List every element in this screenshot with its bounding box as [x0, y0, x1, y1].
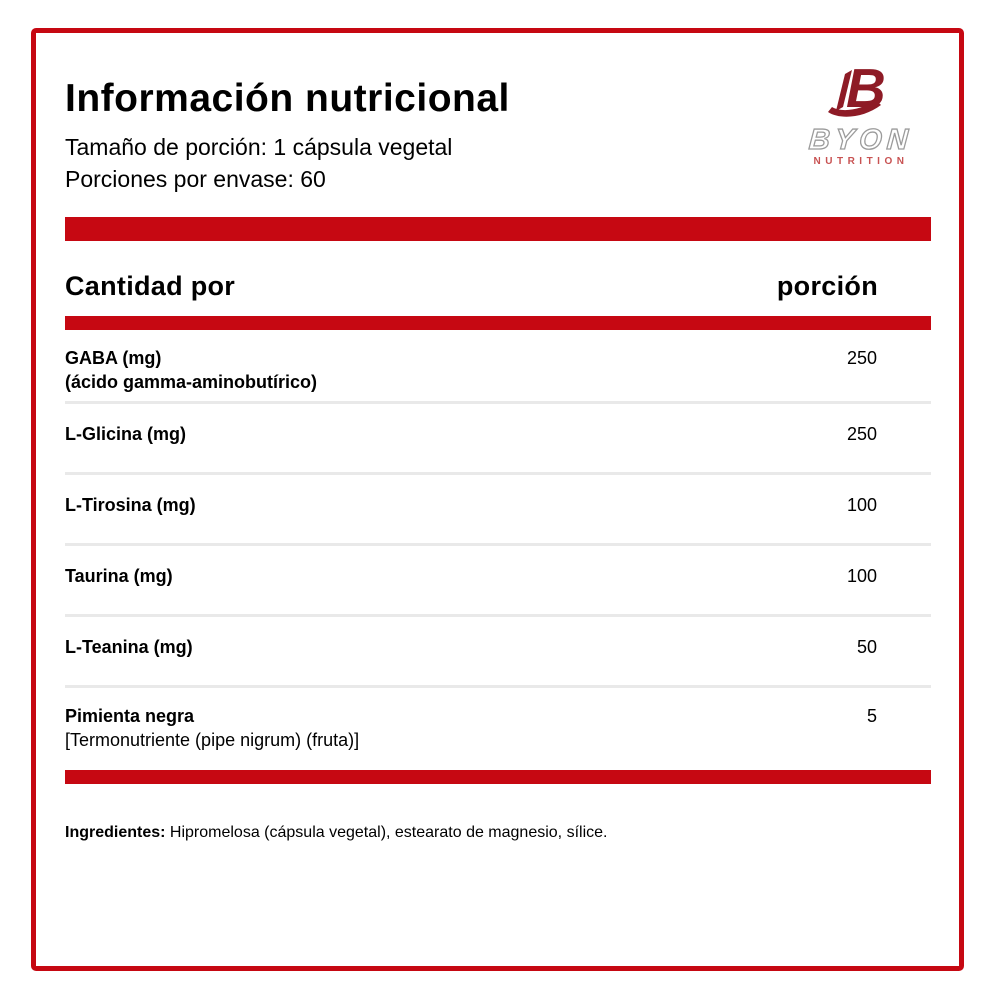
- amount-header-row: Cantidad por porción: [65, 269, 931, 303]
- table-row: L-Glicina (mg) 250: [65, 404, 931, 475]
- amount-header-left: Cantidad por: [65, 271, 236, 301]
- red-bar-middle: [65, 316, 931, 330]
- label-header: Información nutricional Tamaño de porció…: [65, 61, 931, 195]
- byon-logo: B BYON NUTRITION: [791, 61, 931, 168]
- red-bar-top: [65, 217, 931, 241]
- nutrient-name: GABA (mg): [65, 348, 162, 368]
- red-bar-bottom: [65, 770, 931, 784]
- table-row: Pimienta negra [Termonutriente (pipe nig…: [65, 688, 931, 770]
- title-block: Información nutricional Tamaño de porció…: [65, 77, 510, 195]
- servings-per-container-line: Porciones por envase: 60: [65, 166, 326, 192]
- byon-tagline: NUTRITION: [813, 156, 909, 167]
- nutrient-amount: 250: [846, 348, 877, 368]
- nutrient-name: Taurina (mg): [65, 566, 173, 586]
- nutrient-amount: 100: [846, 566, 877, 586]
- nutrient-name: L-Teanina (mg): [65, 637, 193, 657]
- label-frame: Información nutricional Tamaño de porció…: [31, 28, 964, 971]
- nutrient-amount: 5: [866, 706, 877, 726]
- serving-size-line: Tamaño de porción: 1 cápsula vegetal: [65, 134, 453, 160]
- nutrient-text: L-Glicina (mg): [65, 422, 186, 446]
- nutrient-text: Pimienta negra [Termonutriente (pipe nig…: [65, 704, 359, 752]
- nutrient-text: L-Teanina (mg): [65, 635, 193, 659]
- byon-b-icon: B: [828, 61, 886, 119]
- nutrient-text: L-Tirosina (mg): [65, 493, 196, 517]
- nutrient-table: GABA (mg) (ácido gamma-aminobutírico) 25…: [65, 330, 931, 770]
- nutrient-name: L-Tirosina (mg): [65, 495, 196, 515]
- amount-header-right: porción: [776, 271, 878, 301]
- nutrient-amount: 100: [846, 495, 877, 515]
- nutrient-name: L-Glicina (mg): [65, 424, 186, 444]
- nutrient-subname: [Termonutriente (pipe nigrum) (fruta)]: [65, 730, 360, 750]
- page-title: Información nutricional: [65, 77, 510, 120]
- ingredients-line: Ingredientes: Hipromelosa (cápsula veget…: [65, 822, 931, 844]
- table-row: Taurina (mg) 100: [65, 546, 931, 617]
- table-row: L-Teanina (mg) 50: [65, 617, 931, 688]
- nutrient-subname: (ácido gamma-aminobutírico): [65, 372, 318, 392]
- nutrient-name: Pimienta negra: [65, 706, 195, 726]
- nutrient-amount: 250: [846, 424, 877, 444]
- nutrient-text: GABA (mg) (ácido gamma-aminobutírico): [65, 346, 317, 394]
- nutrient-text: Taurina (mg): [65, 564, 173, 588]
- ingredients-text: Hipromelosa (cápsula vegetal), estearato…: [165, 824, 608, 841]
- table-row: GABA (mg) (ácido gamma-aminobutírico) 25…: [65, 330, 931, 404]
- nutrient-amount: 50: [856, 637, 877, 657]
- byon-wordmark: BYON: [807, 123, 915, 156]
- table-row: L-Tirosina (mg) 100: [65, 475, 931, 546]
- label-content: Información nutricional Tamaño de porció…: [36, 33, 959, 844]
- serving-info: Tamaño de porción: 1 cápsula vegetal Por…: [65, 131, 510, 195]
- ingredients-label: Ingredientes:: [65, 824, 166, 841]
